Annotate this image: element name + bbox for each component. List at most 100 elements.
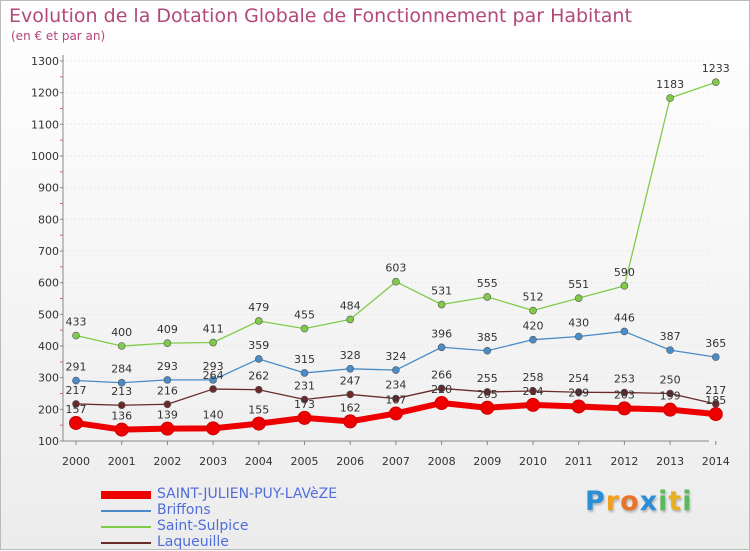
data-label: 324 bbox=[385, 350, 406, 363]
data-label: 217 bbox=[66, 384, 87, 397]
data-point bbox=[346, 390, 355, 399]
data-point bbox=[209, 338, 217, 347]
data-label: 479 bbox=[248, 301, 269, 314]
data-label: 328 bbox=[340, 349, 361, 362]
data-label: 531 bbox=[431, 285, 452, 298]
data-point bbox=[574, 332, 583, 341]
data-label: 255 bbox=[477, 372, 498, 385]
data-point bbox=[117, 378, 126, 387]
logo-letter: x bbox=[639, 486, 659, 517]
data-label: 203 bbox=[614, 388, 635, 401]
data-label: 291 bbox=[66, 361, 87, 374]
data-label: 157 bbox=[66, 403, 87, 416]
data-point bbox=[480, 400, 495, 415]
y-tick-label: 200 bbox=[38, 403, 59, 416]
data-label: 139 bbox=[157, 409, 178, 422]
legend-label: Saint-Sulpice bbox=[157, 518, 249, 534]
x-tick-label: 2011 bbox=[565, 455, 593, 468]
data-label: 173 bbox=[294, 398, 315, 411]
data-point bbox=[620, 327, 629, 336]
x-tick-label: 2003 bbox=[199, 455, 227, 468]
data-label: 400 bbox=[111, 326, 132, 339]
data-label: 187 bbox=[385, 393, 406, 406]
data-point bbox=[163, 339, 172, 347]
data-point bbox=[72, 331, 80, 340]
data-point bbox=[72, 376, 80, 385]
x-tick-label: 2007 bbox=[382, 455, 410, 468]
data-point bbox=[666, 346, 674, 354]
y-tick-label: 300 bbox=[38, 372, 59, 385]
data-point bbox=[343, 414, 358, 429]
data-label: 603 bbox=[385, 262, 406, 275]
data-point bbox=[617, 401, 632, 416]
data-label: 162 bbox=[340, 401, 361, 414]
data-point bbox=[392, 277, 400, 286]
data-label: 262 bbox=[248, 370, 269, 383]
data-point bbox=[620, 388, 629, 397]
series-line-2 bbox=[75, 81, 717, 347]
data-point bbox=[708, 407, 723, 422]
chart-title: Evolution de la Dotation Globale de Fonc… bbox=[9, 5, 632, 27]
x-tick-label: 2008 bbox=[428, 455, 456, 468]
data-point bbox=[117, 401, 126, 410]
logo-letter: i bbox=[682, 486, 693, 517]
data-label: 155 bbox=[248, 404, 269, 417]
data-label: 385 bbox=[477, 331, 498, 344]
legend-label: Laqueuille bbox=[157, 534, 229, 550]
x-tick-label: 2002 bbox=[153, 455, 181, 468]
data-point bbox=[483, 388, 492, 396]
data-point bbox=[574, 294, 583, 302]
data-label: 293 bbox=[203, 360, 224, 373]
data-point bbox=[392, 394, 400, 403]
data-point bbox=[388, 406, 403, 421]
data-label: 396 bbox=[431, 327, 452, 340]
y-tick-label: 1000 bbox=[31, 150, 59, 163]
data-label: 231 bbox=[294, 380, 315, 393]
data-point bbox=[529, 335, 537, 344]
data-point bbox=[434, 396, 449, 410]
x-tick-label: 2014 bbox=[702, 455, 730, 468]
data-label: 140 bbox=[203, 408, 224, 421]
data-point bbox=[160, 421, 175, 436]
data-point bbox=[392, 366, 400, 374]
data-point bbox=[666, 389, 674, 398]
x-tick-label: 2006 bbox=[336, 455, 364, 468]
data-label: 185 bbox=[705, 394, 726, 407]
data-point bbox=[300, 369, 309, 377]
data-label: 234 bbox=[385, 379, 406, 392]
data-label: 247 bbox=[340, 374, 361, 387]
logo-letter: P bbox=[585, 486, 606, 517]
data-point bbox=[254, 317, 263, 325]
data-point bbox=[206, 421, 221, 436]
data-label: 420 bbox=[523, 320, 544, 333]
data-label: 365 bbox=[705, 337, 726, 350]
x-tick-label: 2000 bbox=[62, 455, 90, 468]
data-label: 217 bbox=[705, 384, 726, 397]
x-tick-label: 2009 bbox=[473, 455, 501, 468]
data-point bbox=[69, 415, 83, 430]
y-tick-label: 1100 bbox=[31, 118, 59, 131]
proxiti-logo: Proxiti bbox=[585, 486, 693, 517]
data-point bbox=[346, 364, 355, 373]
y-tick-label: 1300 bbox=[31, 55, 59, 68]
data-label: 512 bbox=[523, 291, 544, 304]
data-label: 555 bbox=[477, 277, 498, 290]
data-label: 455 bbox=[294, 309, 315, 322]
data-point bbox=[254, 355, 263, 363]
data-label: 1233 bbox=[702, 62, 730, 75]
data-label: 387 bbox=[660, 330, 681, 343]
data-point bbox=[483, 346, 492, 355]
x-tick-label: 2013 bbox=[656, 455, 684, 468]
data-point bbox=[114, 422, 129, 437]
data-point bbox=[666, 94, 674, 102]
data-point bbox=[620, 282, 629, 290]
logo-letter: t bbox=[668, 486, 683, 517]
x-tick-label: 2001 bbox=[108, 455, 136, 468]
legend-swatch bbox=[101, 510, 151, 512]
data-label: 136 bbox=[111, 410, 132, 423]
data-point bbox=[297, 410, 312, 425]
data-point bbox=[437, 343, 446, 352]
legend-swatch bbox=[101, 526, 151, 528]
data-point bbox=[663, 402, 678, 417]
